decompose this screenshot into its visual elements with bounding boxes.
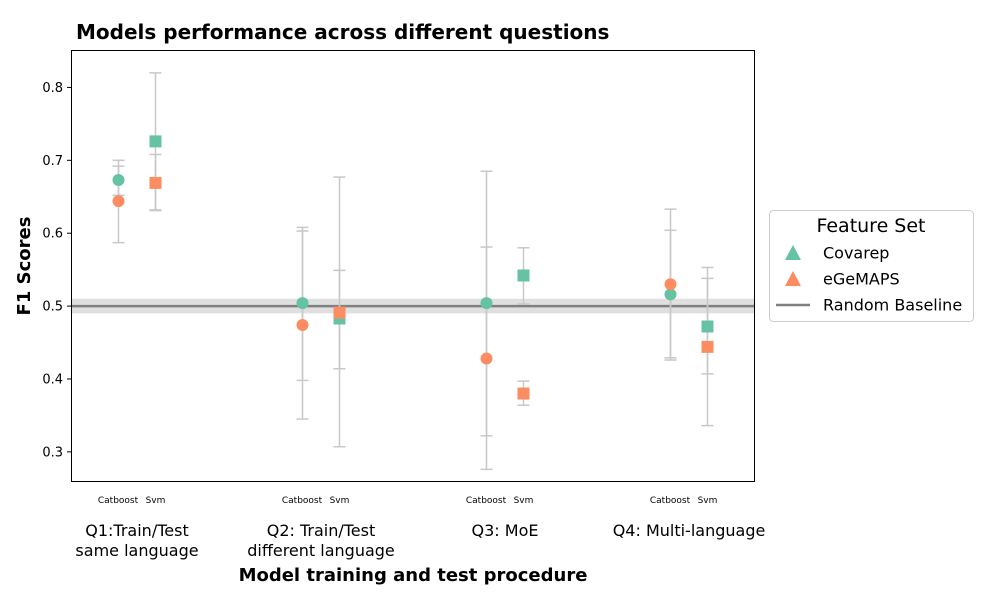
legend: Feature Set Covarep eGeMAPS Random Baselin… (769, 210, 974, 322)
point-covarep-catboost-1 (112, 174, 125, 186)
plot-area (71, 50, 755, 482)
group-label-1-line-2: same language (75, 541, 198, 560)
point-egemaps-svm-4 (701, 340, 714, 353)
legend-label-covarep: Covarep (823, 244, 889, 263)
point-egemaps-svm-2 (333, 306, 346, 319)
group-label-1-line-1: Q1:Train/Test (85, 521, 188, 540)
group-label-2-line-1: Q2: Train/Test (267, 521, 376, 540)
point-egemaps-catboost-4 (664, 278, 677, 291)
legend-box (769, 210, 974, 322)
errorbar-layer (112, 72, 714, 471)
y-tick-label-0.4: 0.4 (42, 372, 63, 387)
group-label-4-line-1: Q4: Multi-language (613, 521, 766, 540)
group-label-3-line-1: Q3: MoE (472, 521, 539, 540)
point-egemaps-catboost-2 (296, 319, 309, 332)
model-label-catboost-1: Catboost (98, 496, 139, 506)
model-label-svm-3: Svm (514, 496, 534, 506)
point-egemaps-svm-1 (149, 176, 162, 189)
point-covarep-catboost-4 (664, 288, 677, 301)
point-egemaps-svm-3 (517, 387, 530, 400)
y-axis: 0.3 0.4 0.5 0.6 0.7 0.8 (42, 81, 72, 460)
model-label-catboost-4: Catboost (650, 496, 691, 506)
point-covarep-svm-4 (701, 320, 714, 333)
point-covarep-catboost-2 (296, 297, 309, 310)
y-tick-label-0.3: 0.3 (42, 445, 63, 460)
baseline-layer (72, 298, 754, 314)
model-label-svm-1: Svm (146, 496, 166, 506)
legend-marker-egemaps (785, 271, 801, 286)
y-tick-label-0.8: 0.8 (42, 81, 63, 96)
y-tick-label-0.7: 0.7 (42, 154, 63, 169)
model-label-svm-2: Svm (330, 496, 350, 506)
legend-label-random-baseline: Random Baseline (823, 296, 962, 315)
marker-layer (112, 135, 714, 400)
y-axis-title: F1 Scores (14, 217, 35, 316)
model-label-catboost-3: Catboost (466, 496, 507, 506)
legend-entries: Covarep eGeMAPS Random Baseline (776, 244, 962, 315)
group-label-2-line-2: different language (247, 541, 395, 560)
point-egemaps-catboost-1 (112, 195, 125, 208)
point-covarep-svm-1 (149, 135, 162, 148)
legend-title: Feature Set (816, 215, 925, 237)
point-covarep-svm-3 (517, 269, 530, 282)
y-tick-label-0.6: 0.6 (42, 227, 63, 242)
x-axis-title: Model training and test procedure (239, 565, 588, 586)
legend-marker-covarep (785, 245, 801, 260)
point-egemaps-catboost-3 (480, 352, 493, 365)
model-label-svm-4: Svm (698, 496, 718, 506)
legend-label-egemaps: eGeMAPS (823, 270, 900, 289)
y-tick-label-0.5: 0.5 (42, 300, 63, 315)
chart-title: Models performance across different ques… (76, 20, 609, 44)
model-label-catboost-2: Catboost (282, 496, 323, 506)
point-covarep-catboost-3 (480, 297, 493, 310)
